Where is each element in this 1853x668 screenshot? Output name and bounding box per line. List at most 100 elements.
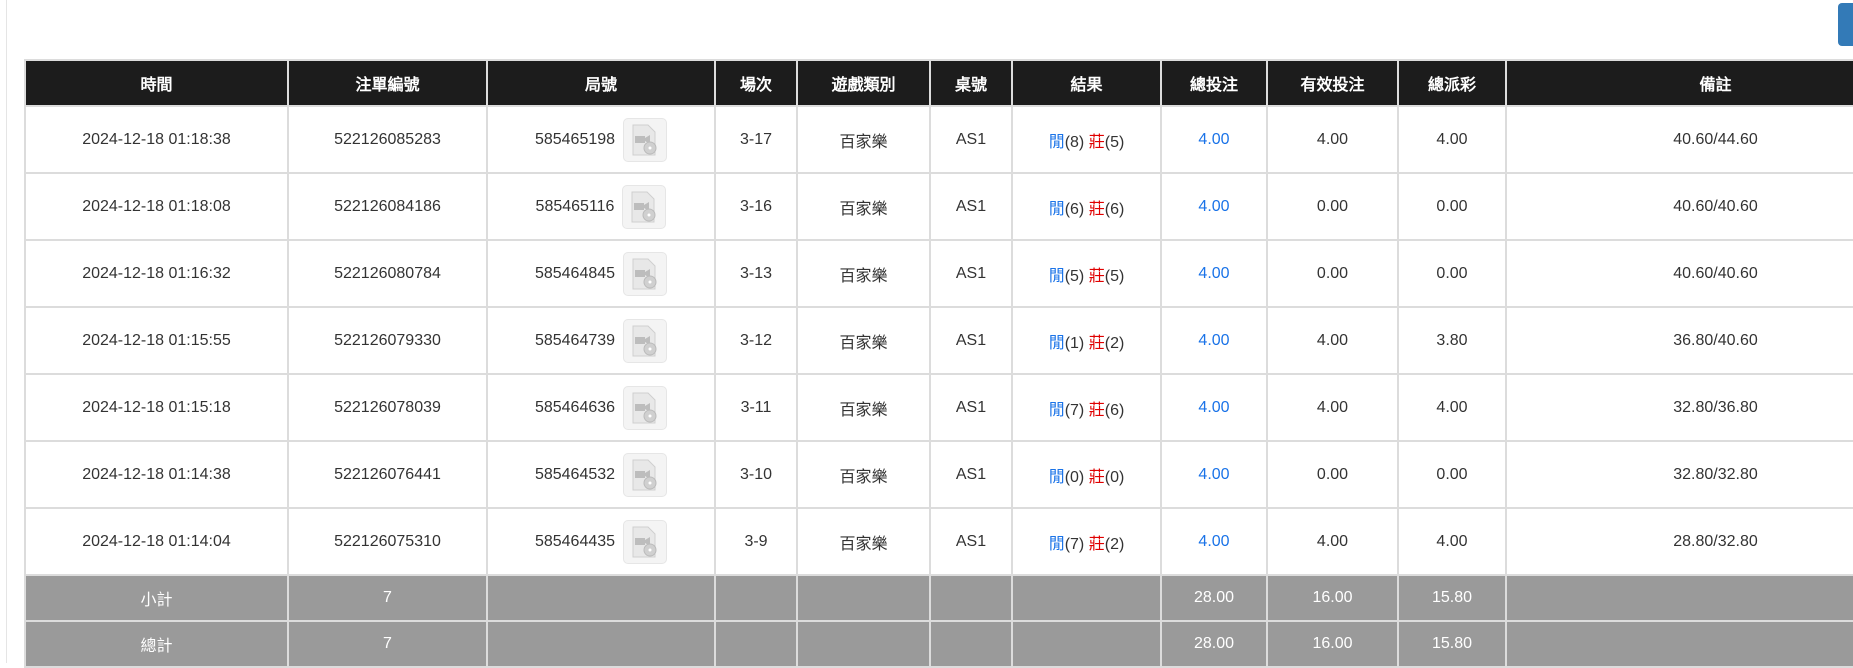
total-row: 總計 7 28.00 16.00 15.80 (24, 620, 1853, 668)
banker-score: (5) (1104, 267, 1125, 285)
empty-cell (929, 620, 1013, 668)
cell-total-bet[interactable]: 4.00 (1160, 373, 1268, 442)
cell-shoe: 3-13 (714, 239, 798, 308)
cell-game-type: 百家樂 (796, 239, 931, 308)
cell-round: 585465116 (486, 172, 716, 241)
cell-time: 2024-12-18 01:18:38 (24, 105, 289, 174)
cell-payout: 0.00 (1397, 440, 1507, 509)
empty-cell (714, 620, 798, 668)
banker-score: (2) (1104, 535, 1125, 553)
video-replay-icon[interactable] (623, 251, 668, 296)
cell-shoe: 3-17 (714, 105, 798, 174)
banker-score: (2) (1104, 334, 1125, 352)
cell-round: 585464435 (486, 507, 716, 576)
subtotal-valid-bet: 16.00 (1266, 574, 1399, 622)
table-row: 2024-12-18 01:18:08 522126084186 5854651… (24, 172, 1853, 241)
video-replay-icon[interactable] (623, 318, 668, 363)
cell-payout: 4.00 (1397, 105, 1507, 174)
header-shoe[interactable]: 場次 (714, 59, 798, 107)
header-payout[interactable]: 總派彩 (1397, 59, 1507, 107)
cell-payout: 4.00 (1397, 507, 1507, 576)
cell-result: 閒(0) 莊(0) (1011, 440, 1162, 509)
header-round[interactable]: 局號 (486, 59, 716, 107)
player-score: (0) (1064, 468, 1085, 486)
header-valid-bet[interactable]: 有效投注 (1266, 59, 1399, 107)
cell-table-no: AS1 (929, 507, 1013, 576)
cell-bet-no: 522126079330 (287, 306, 488, 375)
round-number: 585464845 (534, 264, 616, 282)
banker-label: 莊 (1088, 468, 1105, 486)
header-game-type[interactable]: 遊戲類別 (796, 59, 931, 107)
subtotal-row: 小計 7 28.00 16.00 15.80 (24, 574, 1853, 622)
total-total-bet: 28.00 (1160, 620, 1268, 668)
cell-payout: 0.00 (1397, 172, 1507, 241)
cell-total-bet[interactable]: 4.00 (1160, 172, 1268, 241)
cell-game-type: 百家樂 (796, 306, 931, 375)
cell-result: 閒(1) 莊(2) (1011, 306, 1162, 375)
cell-shoe: 3-9 (714, 507, 798, 576)
empty-cell (929, 574, 1013, 622)
top-right-button[interactable] (1838, 3, 1853, 46)
player-label: 閒 (1048, 200, 1065, 218)
header-note[interactable]: 備註 (1505, 59, 1853, 107)
cell-total-bet[interactable]: 4.00 (1160, 306, 1268, 375)
cell-result: 閒(7) 莊(6) (1011, 373, 1162, 442)
banker-label: 莊 (1088, 334, 1105, 352)
round-number: 585465116 (535, 197, 615, 215)
banker-score: (6) (1104, 401, 1125, 419)
header-bet-no[interactable]: 注單編號 (287, 59, 488, 107)
header-time[interactable]: 時間 (24, 59, 289, 107)
header-table-no[interactable]: 桌號 (929, 59, 1013, 107)
table-row: 2024-12-18 01:16:32 522126080784 5854648… (24, 239, 1853, 308)
cell-result: 閒(5) 莊(5) (1011, 239, 1162, 308)
banker-score: (5) (1104, 133, 1125, 151)
video-replay-icon[interactable] (622, 184, 667, 229)
cell-game-type: 百家樂 (796, 105, 931, 174)
empty-cell (1011, 574, 1162, 622)
video-replay-icon[interactable] (623, 385, 668, 430)
subtotal-payout: 15.80 (1397, 574, 1507, 622)
player-score: (7) (1064, 535, 1085, 553)
video-replay-icon[interactable] (623, 452, 668, 497)
cell-total-bet[interactable]: 4.00 (1160, 239, 1268, 308)
cell-note: 40.60/40.60 (1505, 239, 1853, 308)
cell-result: 閒(6) 莊(6) (1011, 172, 1162, 241)
total-valid-bet: 16.00 (1266, 620, 1399, 668)
cell-round: 585465198 (486, 105, 716, 174)
cell-bet-no: 522126075310 (287, 507, 488, 576)
cell-valid-bet: 4.00 (1266, 373, 1399, 442)
cell-round: 585464845 (486, 239, 716, 308)
cell-valid-bet: 4.00 (1266, 306, 1399, 375)
player-score: (6) (1064, 200, 1085, 218)
header-total-bet[interactable]: 總投注 (1160, 59, 1268, 107)
cell-total-bet[interactable]: 4.00 (1160, 507, 1268, 576)
player-score: (8) (1064, 133, 1085, 151)
player-score: (1) (1064, 334, 1085, 352)
empty-cell (714, 574, 798, 622)
banker-score: (6) (1104, 200, 1125, 218)
cell-note: 40.60/40.60 (1505, 172, 1853, 241)
cell-round: 585464636 (486, 373, 716, 442)
header-result[interactable]: 結果 (1011, 59, 1162, 107)
cell-round: 585464532 (486, 440, 716, 509)
cell-bet-no: 522126076441 (287, 440, 488, 509)
cell-total-bet[interactable]: 4.00 (1160, 105, 1268, 174)
cell-time: 2024-12-18 01:14:04 (24, 507, 289, 576)
cell-table-no: AS1 (929, 440, 1013, 509)
video-replay-icon[interactable] (623, 117, 668, 162)
cell-note: 32.80/32.80 (1505, 440, 1853, 509)
player-label: 閒 (1048, 401, 1065, 419)
cell-game-type: 百家樂 (796, 172, 931, 241)
video-replay-icon[interactable] (623, 519, 668, 564)
cell-table-no: AS1 (929, 373, 1013, 442)
subtotal-total-bet: 28.00 (1160, 574, 1268, 622)
round-number: 585465198 (534, 130, 616, 148)
player-label: 閒 (1048, 267, 1065, 285)
cell-bet-no: 522126085283 (287, 105, 488, 174)
empty-cell (1505, 574, 1853, 622)
table-row: 2024-12-18 01:15:18 522126078039 5854646… (24, 373, 1853, 442)
cell-result: 閒(8) 莊(5) (1011, 105, 1162, 174)
table-row: 2024-12-18 01:18:38 522126085283 5854651… (24, 105, 1853, 174)
cell-total-bet[interactable]: 4.00 (1160, 440, 1268, 509)
cell-game-type: 百家樂 (796, 507, 931, 576)
